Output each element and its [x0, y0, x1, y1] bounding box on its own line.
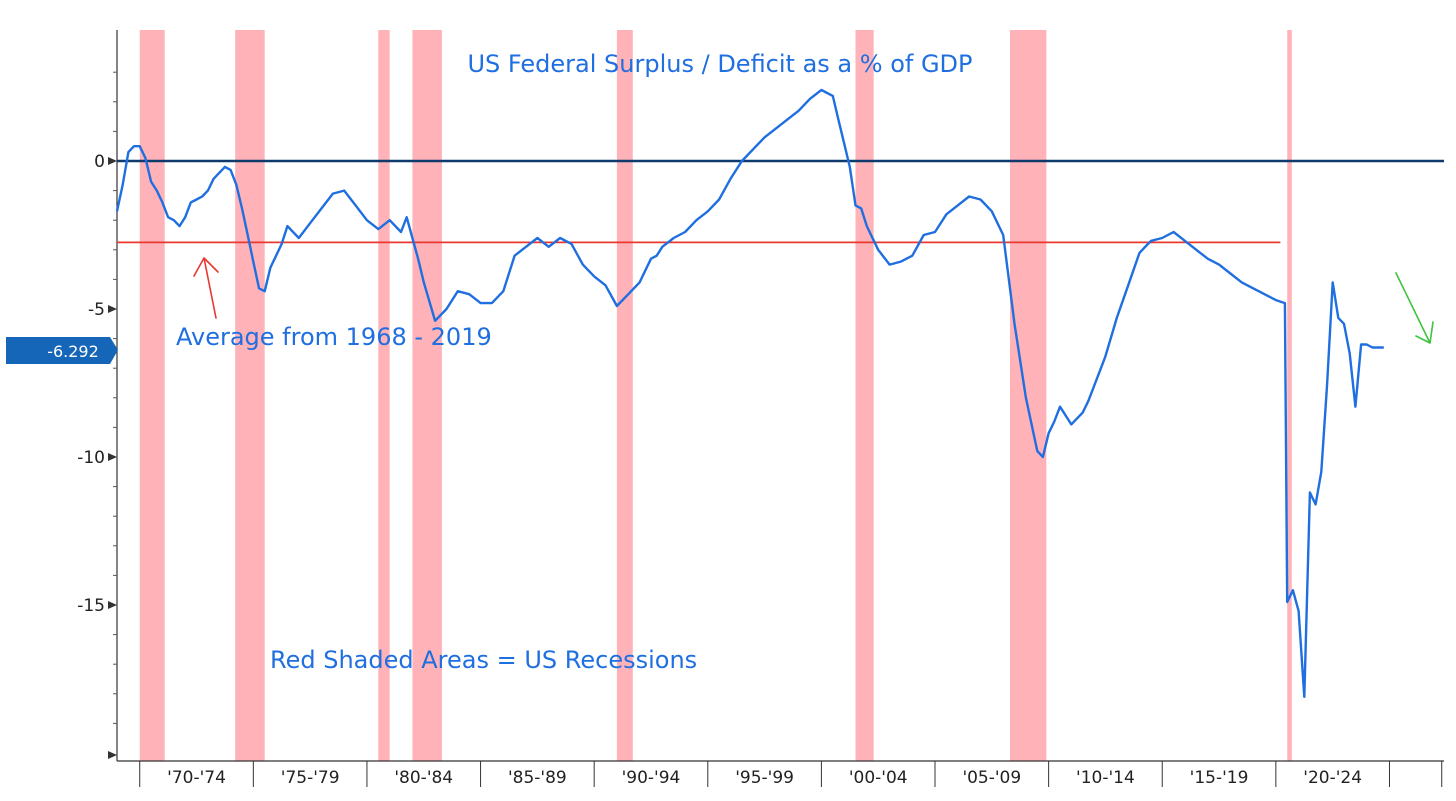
recession-band	[235, 30, 265, 761]
y-tick-label: -10	[77, 448, 105, 468]
green-arrow-annotation	[1395, 272, 1434, 344]
recession-band	[1009, 30, 1047, 761]
y-tick-mark	[108, 157, 117, 165]
y-tick-label: -15	[77, 596, 105, 616]
recession-band	[412, 30, 442, 761]
x-tick-label: '90-'94	[622, 768, 681, 788]
y-tick-mark	[108, 453, 117, 461]
x-tick-label: '95-'99	[735, 768, 794, 788]
average-annotation: Average from 1968 - 2019	[176, 323, 492, 351]
y-tick-mark	[108, 305, 117, 313]
recession-band	[855, 30, 874, 761]
red-arrow-annotation	[193, 257, 219, 319]
y-tick-mark	[108, 601, 117, 609]
x-tick-label: '75-'79	[281, 768, 340, 788]
recession-bands	[139, 30, 1292, 761]
current-value-badge: -6.292	[6, 337, 118, 364]
y-axis-end-mark	[108, 751, 117, 759]
x-tick-label: '15-'19	[1190, 768, 1249, 788]
x-axis-ticks: '70-'74 '75-'79 '80-'84 '85-'89 '90-'94 '95-'…	[139, 761, 1443, 788]
series-line	[115, 88, 1384, 698]
recession-band	[616, 30, 633, 761]
y-tick-label: 0	[94, 152, 105, 172]
recession-band	[378, 30, 390, 761]
current-value-label: -6.292	[47, 342, 99, 361]
x-tick-label: '10-'14	[1076, 768, 1135, 788]
recession-band	[1287, 30, 1292, 761]
axes	[116, 30, 1444, 762]
x-tick-label: '00-'04	[849, 768, 908, 788]
chart-title: US Federal Surplus / Deficit as a % of G…	[467, 50, 972, 78]
recession-band	[139, 30, 165, 761]
recession-annotation: Red Shaded Areas = US Recessions	[270, 646, 697, 674]
x-tick-label: '70-'74	[167, 768, 226, 788]
x-tick-label: '05-'09	[962, 768, 1021, 788]
y-axis-ticks: 0 -5 -10 -15	[77, 71, 117, 759]
x-tick-label: '85-'89	[508, 768, 567, 788]
x-tick-label: '20-'24	[1303, 768, 1362, 788]
x-tick-label: '80-'84	[394, 768, 453, 788]
y-tick-label: -5	[88, 300, 105, 320]
